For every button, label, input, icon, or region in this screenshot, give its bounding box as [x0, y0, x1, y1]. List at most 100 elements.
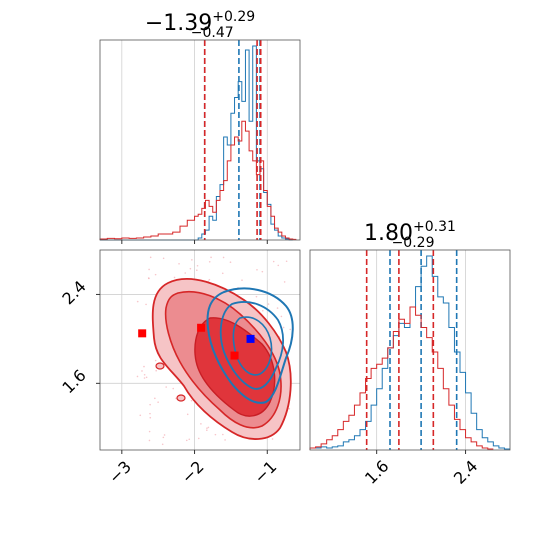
joint-sample-point [200, 423, 202, 425]
joint-sample-point [143, 365, 145, 368]
joint-sample-point [261, 270, 264, 273]
joint-sample-point [149, 412, 151, 415]
joint-sample-point [271, 438, 274, 440]
joint-sample-point [154, 359, 157, 362]
y-histogram-blue [309, 255, 510, 450]
joint-sample-point [224, 439, 226, 441]
joint-sample-point [241, 279, 243, 281]
joint-sample-point [285, 260, 288, 263]
red-contour-blob [176, 394, 186, 402]
y-marginal-panel: 1.80+0.31 −0.29 1.6 2.4 [309, 219, 511, 488]
joint-sample-point [222, 433, 224, 436]
x-marginal-panel: −1.39+0.29 −0.47 [99, 9, 301, 244]
joint-sample-point [184, 272, 187, 274]
joint-sample-point [154, 397, 156, 400]
joint-sample-point [272, 260, 275, 263]
red-marker [138, 329, 147, 338]
joint-x-tick-label: −3 [105, 457, 135, 487]
joint-sample-point [276, 307, 279, 309]
joint-x-tick-label: −2 [178, 457, 208, 487]
joint-sample-point [136, 375, 139, 378]
red-marker [230, 351, 239, 360]
blue-marker [246, 334, 255, 343]
joint-sample-point [255, 295, 258, 298]
joint-sample-point [206, 429, 208, 431]
joint-sample-point [136, 300, 139, 303]
x-minus-text: −0.47 [191, 25, 234, 41]
red-marker [197, 323, 206, 332]
joint-sample-point [196, 264, 199, 267]
joint-sample-point [163, 434, 166, 436]
y-histogram-red [309, 306, 494, 450]
joint-sample-point [173, 276, 176, 279]
joint-sample-point [149, 256, 152, 259]
joint-y-tick-label: 1.6 [58, 366, 89, 397]
x-median-text: −1.39 [145, 11, 212, 36]
joint-sample-point [147, 277, 150, 279]
joint-y-tick-label: 2.4 [58, 277, 89, 308]
joint-sample-point [289, 328, 292, 331]
joint-sample-point [139, 414, 142, 417]
x-histogram-red [99, 120, 297, 240]
y-marginal-title: 1.80+0.31 −0.29 [364, 219, 456, 251]
joint-sample-point [197, 437, 200, 440]
joint-sample-point [210, 256, 212, 259]
joint-sample-point [149, 403, 151, 406]
joint-sample-point [190, 399, 193, 402]
joint-panel: −3 −2 −1 2.4 1.6 [58, 249, 301, 487]
joint-sample-point [143, 373, 146, 376]
joint-sample-point [149, 416, 152, 419]
joint-sample-point [178, 262, 180, 265]
red-contour-blob [155, 362, 165, 370]
joint-sample-point [143, 377, 146, 379]
x-plus-text: +0.29 [212, 9, 255, 25]
blue-contour-mid [219, 301, 284, 390]
joint-sample-point [267, 303, 270, 305]
joint-sample-point [280, 315, 283, 318]
joint-sample-point [206, 427, 208, 429]
joint-sample-point [188, 438, 191, 441]
x-marginal-title: −1.39+0.29 −0.47 [145, 9, 255, 41]
joint-sample-point [261, 309, 264, 312]
joint-sample-point [185, 439, 188, 442]
joint-sample-point [222, 256, 225, 259]
joint-sample-point [148, 430, 151, 433]
joint-sample-point [157, 401, 159, 403]
joint-sample-point [229, 261, 232, 264]
joint-sample-point [155, 369, 157, 372]
joint-sample-point [283, 281, 286, 283]
joint-sample-point [277, 264, 280, 267]
joint-sample-point [154, 273, 157, 276]
joint-sample-point [207, 426, 210, 429]
joint-sample-point [189, 267, 192, 270]
joint-sample-point [208, 278, 211, 281]
blue-contour-inner [232, 316, 273, 376]
joint-sample-point [162, 257, 165, 260]
y-minus-text: −0.29 [392, 235, 435, 251]
blue-contour-outer [206, 287, 294, 404]
y-marginal-tick-label: 2.4 [450, 456, 481, 487]
joint-sample-point [282, 326, 285, 329]
joint-frame [99, 249, 301, 451]
joint-x-tick-label: −1 [250, 457, 280, 487]
y-marginal-frame [309, 249, 511, 451]
joint-sample-point [208, 260, 211, 263]
y-plus-text: +0.31 [413, 219, 456, 235]
joint-sample-point [186, 413, 189, 416]
joint-sample-point [161, 443, 164, 446]
joint-sample-point [172, 387, 175, 390]
joint-sample-point [145, 303, 147, 306]
x-histogram-blue [100, 45, 293, 241]
y-marginal-tick-label: 1.6 [361, 456, 392, 487]
joint-sample-point [256, 269, 258, 271]
joint-sample-point [145, 376, 148, 379]
joint-sample-point [148, 439, 151, 442]
red-contour-inner [194, 317, 276, 417]
joint-sample-point [221, 272, 224, 275]
joint-sample-point [162, 436, 165, 439]
joint-sample-point [141, 370, 143, 372]
joint-sample-point [288, 407, 291, 410]
x-marginal-frame [99, 39, 301, 241]
joint-sample-point [214, 433, 217, 436]
